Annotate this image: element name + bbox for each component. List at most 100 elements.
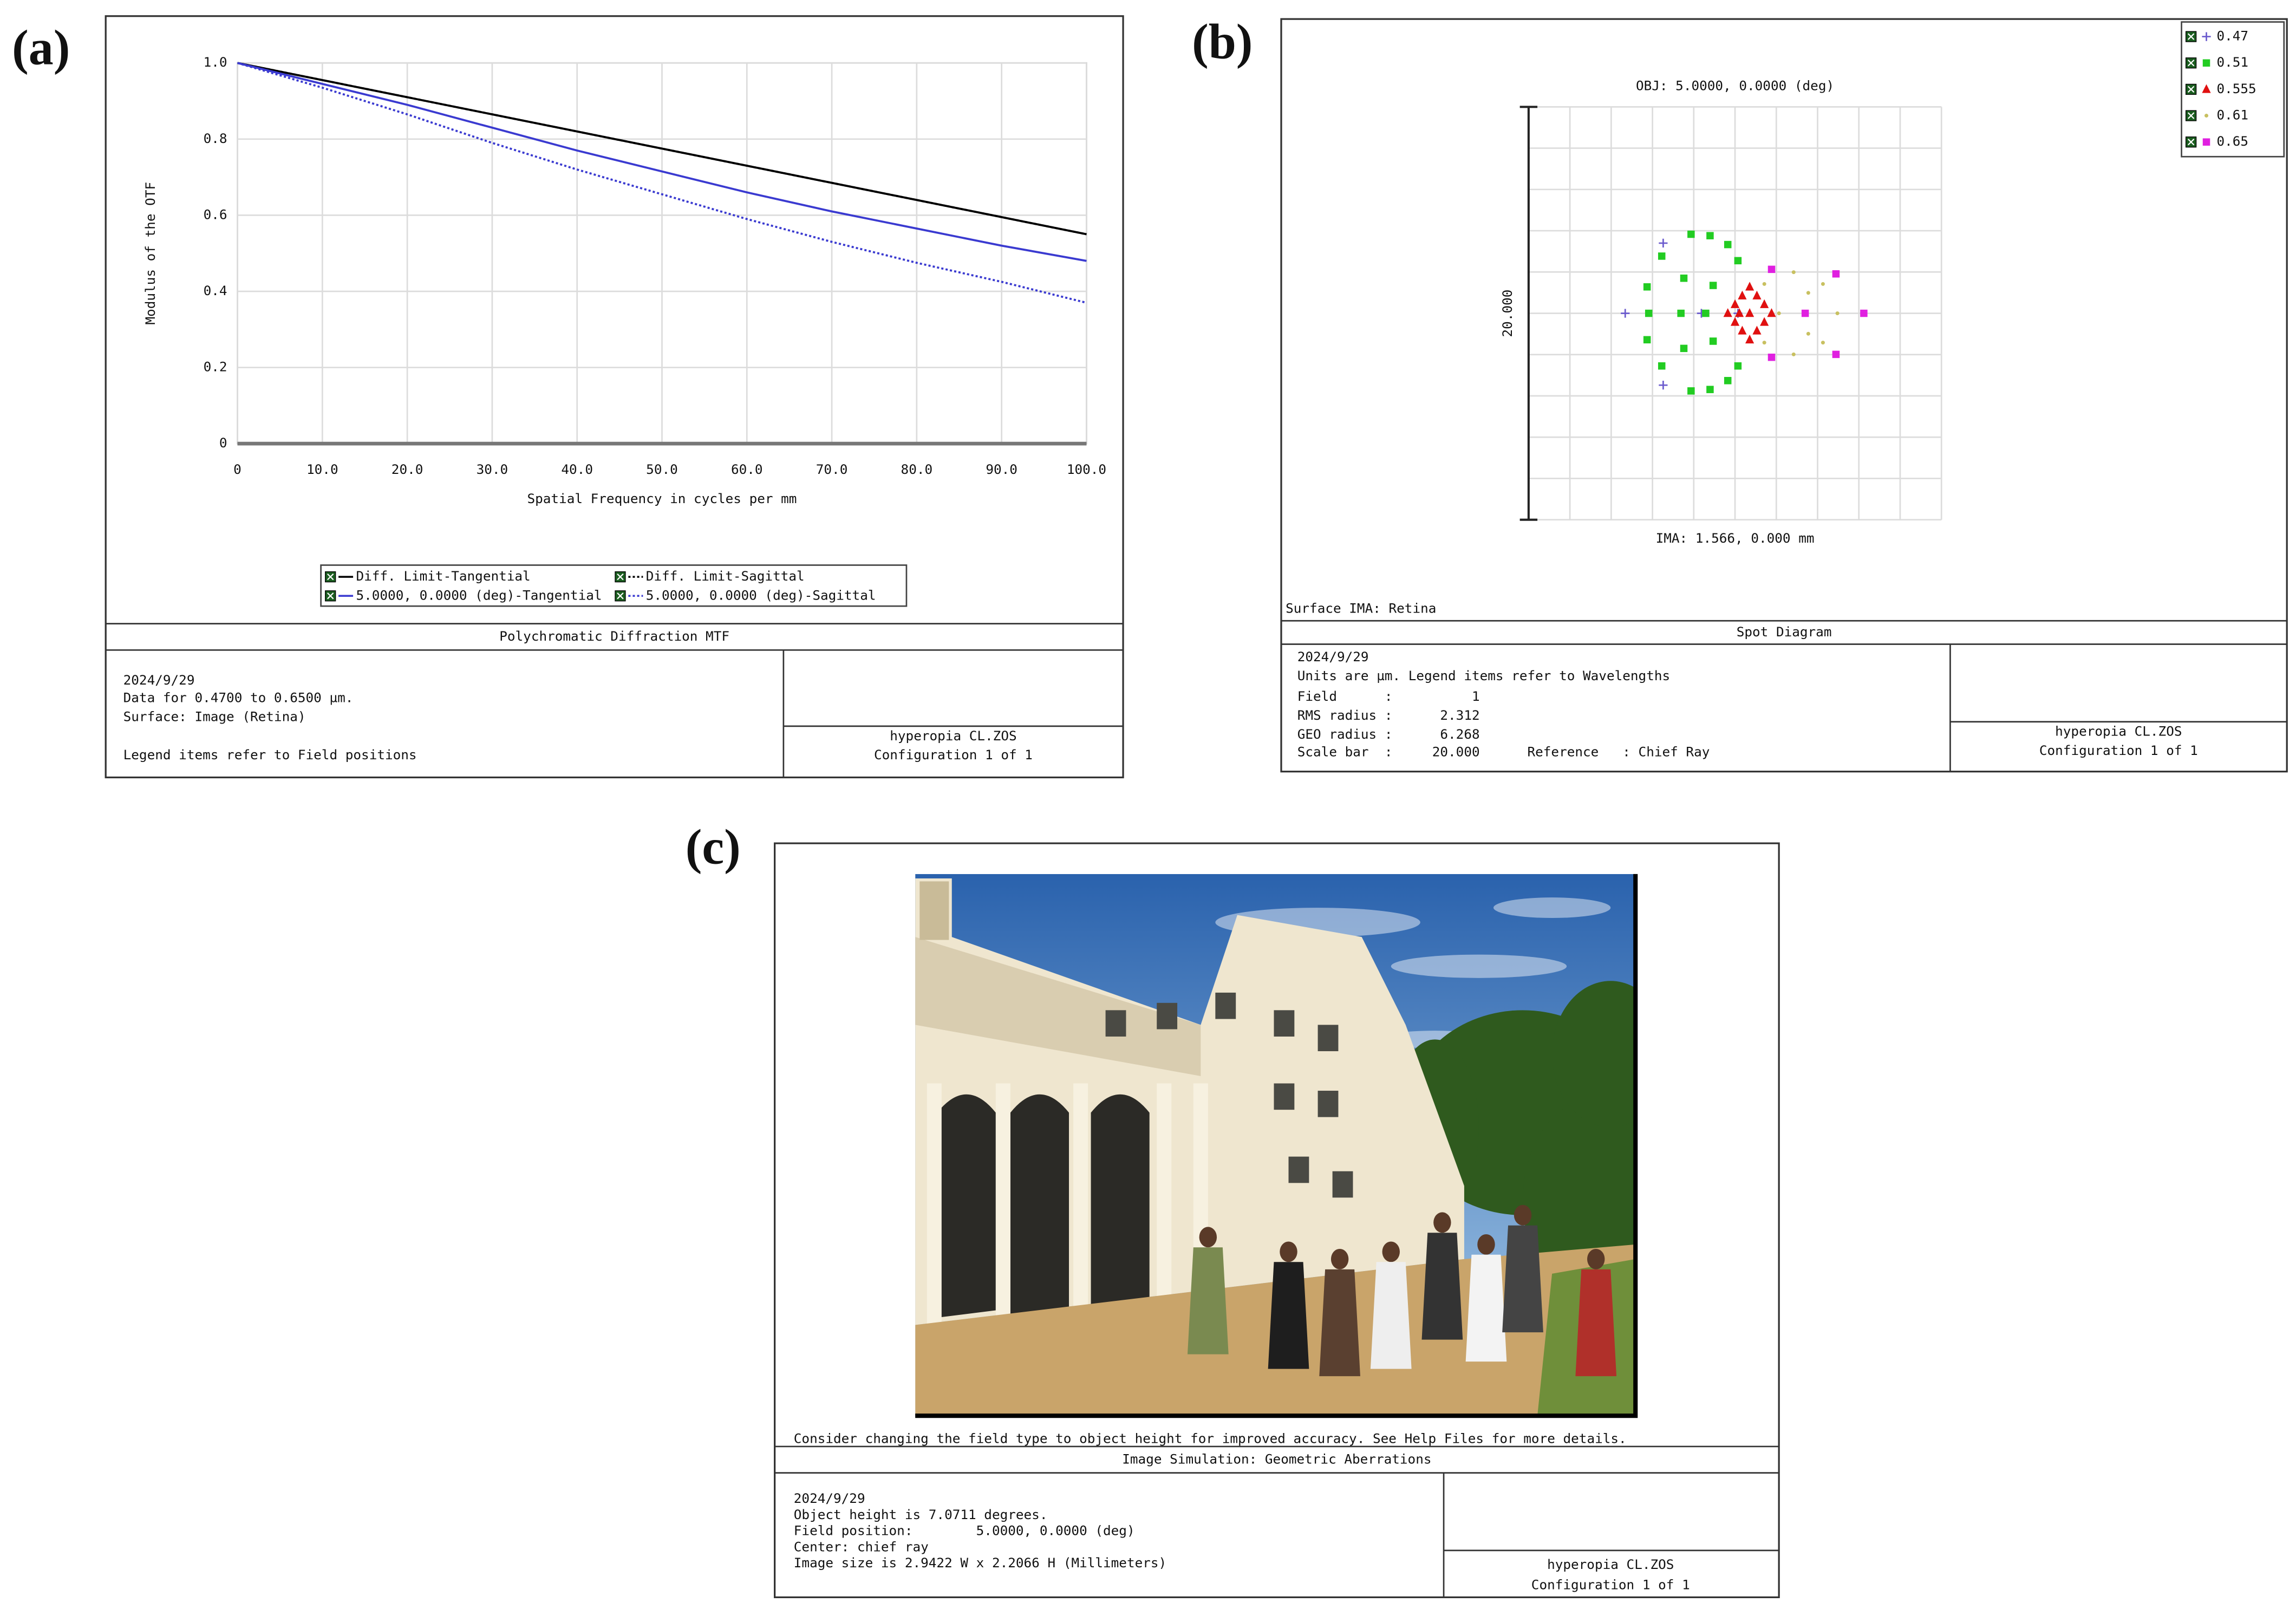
x-tick-label: 50.0: [646, 461, 678, 477]
panel-label: (b): [1192, 14, 1253, 69]
photo-shape: [1280, 1241, 1297, 1262]
y-tick-label: 1.0: [204, 54, 227, 70]
footer-info: Units are µm. Legend items refer to Wave…: [1297, 668, 1670, 683]
footer-info: Center: chief ray: [794, 1539, 929, 1554]
spot-point: [1801, 309, 1809, 317]
photo-shape: [1091, 1094, 1150, 1318]
spot-point: [1767, 353, 1776, 361]
spot-point: [1680, 344, 1688, 353]
x-tick-label: 60.0: [731, 461, 763, 477]
legend-icon: [2187, 60, 2195, 67]
photo-shape: [1391, 954, 1567, 978]
photo-shape: [1187, 1247, 1229, 1354]
spot-point: [1752, 290, 1762, 299]
footer-info: Image size is 2.9422 W x 2.2066 H (Milli…: [794, 1555, 1166, 1571]
spot-point: [1791, 352, 1796, 356]
spot-point: [1738, 325, 1747, 335]
legend-box: [2181, 21, 2285, 158]
spot-point: [1821, 341, 1825, 345]
footer-title: Image Simulation: Geometric Aberrations: [1122, 1451, 1431, 1467]
simulated-photo: [915, 874, 1636, 1416]
photo-shape: [1575, 1269, 1617, 1377]
spot-point: [1724, 240, 1732, 249]
photo-shape: [1274, 1010, 1295, 1037]
x-tick-label: 100.0: [1067, 461, 1106, 477]
spot-point: [1832, 270, 1840, 278]
legend-label: 0.47: [2216, 28, 2248, 44]
x-axis-title: Spatial Frequency in cycles per mm: [527, 491, 797, 506]
legend-icon: [327, 573, 334, 581]
spot-point: [1752, 325, 1762, 335]
spot-point: [1680, 274, 1688, 282]
spot-point: [1806, 331, 1810, 336]
spot-point: [1706, 386, 1714, 393]
legend-label: 0.65: [2216, 133, 2248, 149]
photo-shape: [1319, 1269, 1360, 1377]
x-tick-label: 0: [233, 461, 242, 477]
legend-icon: [2187, 86, 2195, 93]
spot-point: [1659, 238, 1668, 248]
photo-shape: [1382, 1241, 1400, 1262]
spot-point: [1677, 309, 1685, 317]
series-line: [237, 62, 1087, 236]
spot-point: [1767, 308, 1776, 317]
photo-shape: [1157, 1002, 1178, 1030]
spot-point: [1738, 290, 1747, 299]
spot-point: [1806, 291, 1810, 295]
spot-point: [1745, 282, 1754, 291]
spot-point: [1706, 232, 1714, 239]
legend-label: 0.555: [2216, 81, 2256, 96]
x-tick-label: 30.0: [477, 461, 508, 477]
footer-info: Object height is 7.0711 degrees.: [794, 1507, 1048, 1522]
footer-info: Field : 1: [1297, 688, 1480, 704]
spot-point: [1734, 362, 1742, 370]
footer-config: Configuration 1 of 1: [874, 747, 1033, 763]
footer-info: Field position: 5.0000, 0.0000 (deg): [794, 1523, 1135, 1539]
photo-shape: [1288, 1156, 1309, 1183]
spot-point: [1760, 299, 1769, 308]
footer-info: 2024/9/29: [1297, 649, 1369, 665]
x-tick-label: 20.0: [392, 461, 423, 477]
legend-icon: [2187, 139, 2195, 146]
legend-label: Diff. Limit-Tangential: [356, 568, 530, 584]
panel-label: (c): [686, 819, 741, 874]
photo-shape: [1330, 1248, 1349, 1269]
spot-point: [1760, 317, 1769, 326]
photo-shape: [995, 1083, 1010, 1325]
spot-point: [1734, 308, 1744, 317]
photo-shape: [1105, 1010, 1126, 1037]
legend-icon: [327, 592, 334, 600]
photo-shape: [1502, 1225, 1543, 1333]
spot-point: [1791, 270, 1796, 275]
footer-info: 2024/9/29: [794, 1490, 865, 1506]
photo-shape: [1317, 1025, 1339, 1052]
photo-shape: [919, 881, 949, 940]
legend-label: 5.0000, 0.0000 (deg)-Sagittal: [646, 587, 876, 603]
footer-info: RMS radius : 2.312: [1297, 707, 1480, 723]
footer-config: Configuration 1 of 1: [2039, 742, 2198, 758]
footer-title: Spot Diagram: [1737, 624, 1832, 640]
series-line: [237, 62, 1087, 262]
spot-point: [2202, 59, 2210, 67]
legend-icon: [2187, 112, 2195, 119]
spot-point: [1724, 377, 1732, 385]
x-tick-label: 80.0: [901, 461, 933, 477]
spot-point: [2202, 138, 2210, 146]
spot-point: [1821, 282, 1825, 286]
x-tick-label: 70.0: [816, 461, 848, 477]
spot-point: [1643, 283, 1651, 291]
spot-point: [1687, 230, 1695, 238]
footer-info: 2024/9/29: [123, 672, 195, 688]
photo-shape: [1552, 981, 1636, 1128]
photo-shape: [1215, 992, 1236, 1019]
image-label: IMA: 1.566, 0.000 mm: [1656, 530, 1815, 546]
footer-config: Configuration 1 of 1: [1531, 1577, 1690, 1593]
photo-shape: [1477, 1234, 1495, 1255]
photo-shape: [927, 1083, 942, 1325]
spot-point: [1860, 309, 1868, 317]
spot-point: [1645, 309, 1653, 317]
photo-shape: [937, 1094, 996, 1318]
photo-shape: [1010, 1094, 1069, 1318]
footer-file: hyperopia CL.ZOS: [2055, 724, 2182, 739]
photo-shape: [1268, 1262, 1309, 1369]
